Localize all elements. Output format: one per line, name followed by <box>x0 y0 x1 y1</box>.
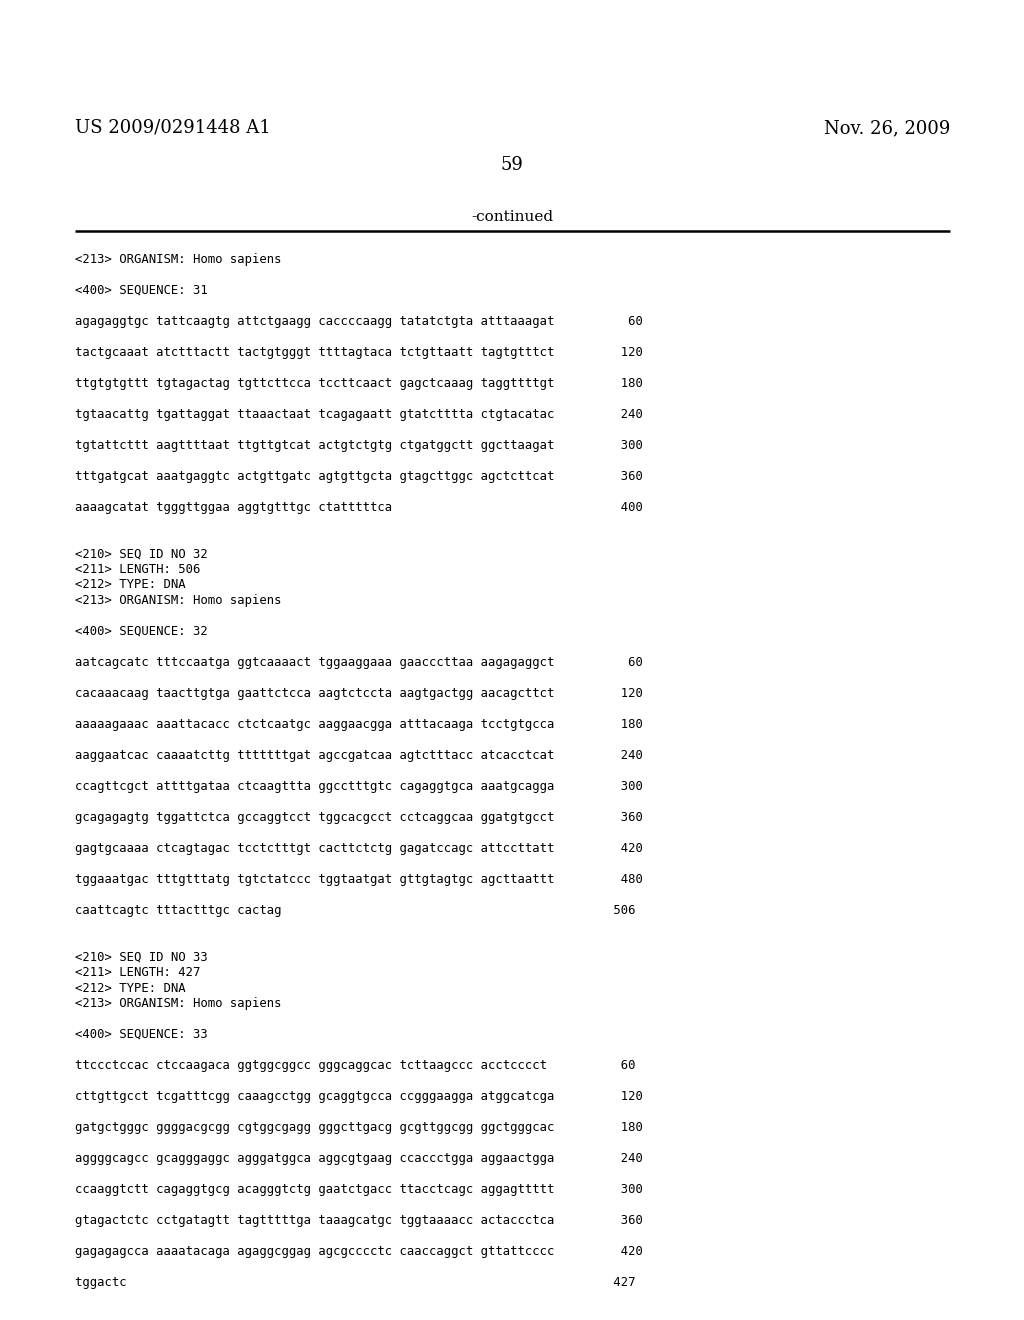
Text: aggggcagcc gcagggaggc agggatggca aggcgtgaag ccaccctgga aggaactgga         240: aggggcagcc gcagggaggc agggatggca aggcgtg… <box>75 1152 643 1166</box>
Text: aaaagcatat tgggttggaa aggtgtttgc ctatttttca                               400: aaaagcatat tgggttggaa aggtgtttgc ctatttt… <box>75 502 643 513</box>
Text: <210> SEQ ID NO 32: <210> SEQ ID NO 32 <box>75 548 208 561</box>
Text: tggaaatgac tttgtttatg tgtctatccc tggtaatgat gttgtagtgc agcttaattt         480: tggaaatgac tttgtttatg tgtctatccc tggtaat… <box>75 873 643 886</box>
Text: <400> SEQUENCE: 31: <400> SEQUENCE: 31 <box>75 284 208 297</box>
Text: ttccctccac ctccaagaca ggtggcggcc gggcaggcac tcttaagccc acctcccct          60: ttccctccac ctccaagaca ggtggcggcc gggcagg… <box>75 1059 636 1072</box>
Text: -continued: -continued <box>471 210 553 224</box>
Text: ccagttcgct attttgataa ctcaagttta ggcctttgtc cagaggtgca aaatgcagga         300: ccagttcgct attttgataa ctcaagttta ggccttt… <box>75 780 643 793</box>
Text: <400> SEQUENCE: 33: <400> SEQUENCE: 33 <box>75 1028 208 1041</box>
Text: aaggaatcac caaaatcttg tttttttgat agccgatcaa agtctttacc atcacctcat         240: aaggaatcac caaaatcttg tttttttgat agccgat… <box>75 748 643 762</box>
Text: Nov. 26, 2009: Nov. 26, 2009 <box>823 119 950 137</box>
Text: cttgttgcct tcgatttcgg caaagcctgg gcaggtgcca ccgggaagga atggcatcga         120: cttgttgcct tcgatttcgg caaagcctgg gcaggtg… <box>75 1090 643 1104</box>
Text: tggactc                                                                  427: tggactc 427 <box>75 1276 636 1290</box>
Text: <211> LENGTH: 427: <211> LENGTH: 427 <box>75 966 201 979</box>
Text: <400> SEQUENCE: 32: <400> SEQUENCE: 32 <box>75 624 208 638</box>
Text: aatcagcatc tttccaatga ggtcaaaact tggaaggaaa gaacccttaa aagagaggct          60: aatcagcatc tttccaatga ggtcaaaact tggaagg… <box>75 656 643 669</box>
Text: <210> SEQ ID NO 33: <210> SEQ ID NO 33 <box>75 950 208 964</box>
Text: US 2009/0291448 A1: US 2009/0291448 A1 <box>75 119 270 137</box>
Text: <212> TYPE: DNA: <212> TYPE: DNA <box>75 578 185 591</box>
Text: tttgatgcat aaatgaggtc actgttgatc agtgttgcta gtagcttggc agctcttcat         360: tttgatgcat aaatgaggtc actgttgatc agtgttg… <box>75 470 643 483</box>
Text: tactgcaaat atctttactt tactgtgggt ttttagtaca tctgttaatt tagtgtttct         120: tactgcaaat atctttactt tactgtgggt ttttagt… <box>75 346 643 359</box>
Text: cacaaacaag taacttgtga gaattctcca aagtctccta aagtgactgg aacagcttct         120: cacaaacaag taacttgtga gaattctcca aagtctc… <box>75 686 643 700</box>
Text: <211> LENGTH: 506: <211> LENGTH: 506 <box>75 564 201 576</box>
Text: gagagagcca aaaatacaga agaggcggag agcgcccctc caaccaggct gttattcccc         420: gagagagcca aaaatacaga agaggcggag agcgccc… <box>75 1245 643 1258</box>
Text: 59: 59 <box>501 156 523 174</box>
Text: agagaggtgc tattcaagtg attctgaagg caccccaagg tatatctgta atttaaagat          60: agagaggtgc tattcaagtg attctgaagg cacccca… <box>75 315 643 327</box>
Text: gagtgcaaaa ctcagtagac tcctctttgt cacttctctg gagatccagc attccttatt         420: gagtgcaaaa ctcagtagac tcctctttgt cacttct… <box>75 842 643 855</box>
Text: aaaaagaaac aaattacacc ctctcaatgc aaggaacgga atttacaaga tcctgtgcca         180: aaaaagaaac aaattacacc ctctcaatgc aaggaac… <box>75 718 643 731</box>
Text: tgtattcttt aagttttaat ttgttgtcat actgtctgtg ctgatggctt ggcttaagat         300: tgtattcttt aagttttaat ttgttgtcat actgtct… <box>75 440 643 451</box>
Text: <212> TYPE: DNA: <212> TYPE: DNA <box>75 982 185 994</box>
Text: ttgtgtgttt tgtagactag tgttcttcca tccttcaact gagctcaaag taggttttgt         180: ttgtgtgttt tgtagactag tgttcttcca tccttca… <box>75 378 643 389</box>
Text: gatgctgggc ggggacgcgg cgtggcgagg gggcttgacg gcgttggcgg ggctgggcac         180: gatgctgggc ggggacgcgg cgtggcgagg gggcttg… <box>75 1121 643 1134</box>
Text: <213> ORGANISM: Homo sapiens: <213> ORGANISM: Homo sapiens <box>75 253 282 267</box>
Text: gcagagagtg tggattctca gccaggtcct tggcacgcct cctcaggcaa ggatgtgcct         360: gcagagagtg tggattctca gccaggtcct tggcacg… <box>75 810 643 824</box>
Text: <213> ORGANISM: Homo sapiens: <213> ORGANISM: Homo sapiens <box>75 997 282 1010</box>
Text: gtagactctc cctgatagtt tagtttttga taaagcatgc tggtaaaacc actaccctca         360: gtagactctc cctgatagtt tagtttttga taaagca… <box>75 1214 643 1228</box>
Text: ccaaggtctt cagaggtgcg acagggtctg gaatctgacc ttacctcagc aggagttttt         300: ccaaggtctt cagaggtgcg acagggtctg gaatctg… <box>75 1183 643 1196</box>
Text: caattcagtc tttactttgc cactag                                             506: caattcagtc tttactttgc cactag 506 <box>75 904 636 917</box>
Text: <213> ORGANISM: Homo sapiens: <213> ORGANISM: Homo sapiens <box>75 594 282 607</box>
Text: tgtaacattg tgattaggat ttaaactaat tcagagaatt gtatctttta ctgtacatac         240: tgtaacattg tgattaggat ttaaactaat tcagaga… <box>75 408 643 421</box>
